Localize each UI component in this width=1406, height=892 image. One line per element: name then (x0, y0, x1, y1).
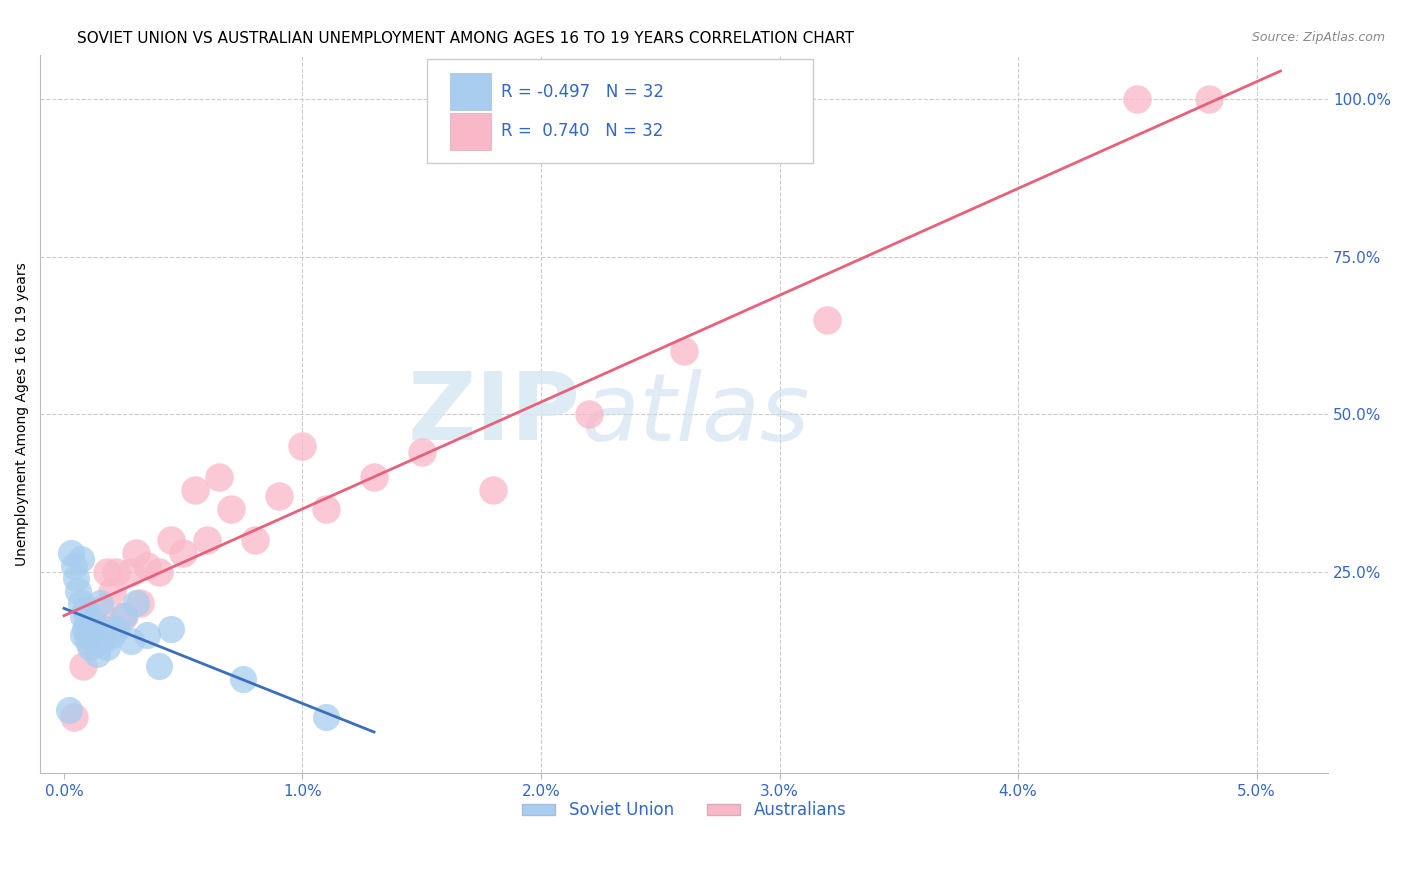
Point (411, 445, 433, 459)
Point (578, 407, 600, 421)
Point (75, 602, 97, 616)
Point (815, 312, 838, 326)
Point (184, 483, 207, 497)
Point (195, 533, 218, 548)
Point (105, 565, 128, 579)
Point (124, 596, 146, 610)
Point (62, 710, 84, 724)
Point (65, 571, 87, 585)
Point (82, 615, 104, 630)
Point (75, 622, 97, 636)
Point (72, 628, 94, 642)
Legend: Soviet Union, Australians: Soviet Union, Australians (515, 795, 853, 826)
Point (219, 501, 242, 516)
Point (112, 608, 135, 623)
FancyBboxPatch shape (450, 112, 491, 150)
Point (86, 647, 108, 661)
Point (105, 622, 128, 636)
Point (172, 546, 194, 560)
Point (62, 558, 84, 573)
Point (148, 565, 170, 579)
Point (89, 602, 111, 616)
Point (84, 634, 107, 648)
Point (82, 615, 104, 630)
Point (1126, 92, 1149, 106)
Point (96, 640, 118, 655)
Text: R =  0.740   N = 32: R = 0.740 N = 32 (501, 122, 664, 140)
Point (232, 672, 254, 686)
Point (76, 634, 98, 648)
FancyBboxPatch shape (450, 73, 491, 111)
Point (208, 470, 231, 484)
Point (243, 533, 266, 548)
Point (1198, 92, 1220, 106)
FancyBboxPatch shape (426, 59, 813, 163)
Point (82, 628, 104, 642)
Point (129, 596, 152, 610)
Point (76, 628, 98, 642)
Point (93, 622, 115, 636)
Point (136, 628, 159, 642)
Text: ZIP: ZIP (408, 368, 581, 460)
Text: atlas: atlas (581, 368, 810, 459)
Point (76, 615, 98, 630)
Point (89, 596, 111, 610)
Point (72, 659, 94, 673)
Point (363, 470, 385, 484)
Point (482, 483, 505, 497)
Text: SOVIET UNION VS AUSTRALIAN UNEMPLOYMENT AMONG AGES 16 TO 19 YEARS CORRELATION CH: SOVIET UNION VS AUSTRALIAN UNEMPLOYMENT … (77, 31, 855, 46)
Point (291, 439, 314, 453)
Point (120, 634, 142, 648)
Point (120, 565, 142, 579)
Text: R = -0.497   N = 32: R = -0.497 N = 32 (501, 83, 664, 101)
Point (315, 710, 337, 724)
Point (112, 608, 135, 623)
Point (673, 344, 696, 359)
Point (100, 628, 122, 642)
Point (100, 583, 122, 598)
Point (136, 558, 159, 573)
Point (91, 634, 114, 648)
Point (160, 622, 183, 636)
Point (72, 608, 94, 623)
Point (58, 703, 80, 717)
Point (67, 583, 90, 598)
Point (69, 596, 91, 610)
Point (124, 546, 146, 560)
Point (60, 546, 83, 560)
Point (315, 501, 337, 516)
Point (96, 565, 118, 579)
Text: Source: ZipAtlas.com: Source: ZipAtlas.com (1251, 31, 1385, 45)
Y-axis label: Unemployment Among Ages 16 to 19 years: Unemployment Among Ages 16 to 19 years (15, 262, 30, 566)
Point (69, 552, 91, 566)
Point (148, 659, 170, 673)
Point (160, 533, 183, 548)
Point (79, 640, 101, 655)
Point (267, 489, 290, 503)
